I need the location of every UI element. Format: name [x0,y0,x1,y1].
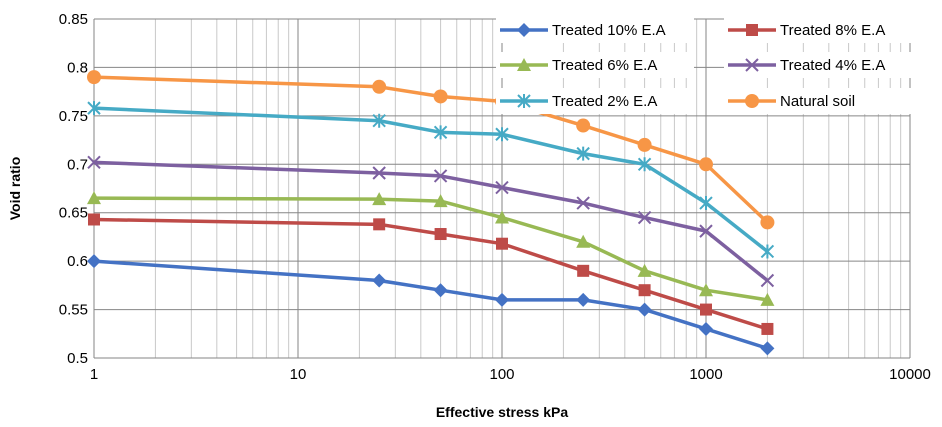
legend-swatch-marker [746,24,758,36]
series-line [93,196,768,302]
x-tick-label: 10 [290,366,307,383]
x-axis-title: Effective stress kPa [436,404,569,420]
data-point-marker [577,264,590,277]
data-point-marker [495,180,509,195]
data-point-marker [576,292,591,307]
legend-label: Natural soil [780,93,855,110]
legend-entry: Treated 6% E.A [496,52,694,78]
legend-swatch-marker [517,58,531,71]
data-point-marker [87,254,101,269]
series-5 [87,101,775,259]
data-point-marker [495,210,509,224]
legend-label: Treated 8% E.A [780,22,885,39]
data-point-marker [495,127,509,142]
data-point-marker [760,273,775,288]
data-point-marker [495,292,509,307]
legend-swatch-marker [517,94,531,108]
legend-swatch-marker [745,58,759,72]
data-point-marker [637,263,652,277]
series-2 [88,213,774,335]
data-point-marker [87,70,101,85]
data-point-marker [576,118,591,133]
series-4 [87,155,775,288]
legend-label: Treated 4% E.A [780,57,885,74]
data-point-marker [760,215,775,230]
data-point-marker [433,89,448,104]
data-point-marker [700,303,712,316]
data-point-marker [637,157,652,172]
y-tick-label: 0.55 [59,302,88,319]
data-point-marker [433,169,448,183]
legend-entry: Treated 10% E.A [496,17,694,43]
y-tick-label: 0.5 [67,350,88,367]
data-point-marker [699,283,713,297]
data-point-marker [87,155,101,170]
data-point-marker [433,283,448,298]
series-layer [87,70,775,356]
y-tick-label: 0.85 [59,11,88,28]
legend-entry: Treated 4% E.A [724,52,914,78]
series-line [93,160,769,282]
data-point-marker [373,218,386,231]
data-point-marker [760,244,775,259]
data-point-marker [87,101,101,116]
data-point-marker [88,213,100,226]
x-tick-label: 10000 [889,366,931,383]
legend-label: Treated 10% E.A [552,22,666,39]
data-point-marker [576,234,591,248]
data-point-marker [372,166,386,180]
data-point-marker [638,284,651,297]
series-1 [87,254,775,356]
legend-label: Treated 6% E.A [552,57,657,74]
data-point-marker [576,196,590,210]
data-point-marker [699,321,713,336]
legend: Treated 10% E.A Treated 8% E.A Treated 6% … [496,17,914,114]
series-line [93,106,769,253]
y-tick-label: 0.8 [67,59,88,76]
y-tick-label: 0.6 [67,253,88,270]
data-point-marker [434,228,447,241]
series-line [93,217,768,331]
legend-entry: Natural soil [724,88,914,114]
y-tick-label: 0.75 [59,108,88,125]
data-point-marker [87,191,101,205]
data-point-marker [699,224,713,238]
data-point-marker [372,192,387,206]
data-point-marker [760,292,775,306]
data-point-marker [637,210,652,225]
legend-entry: Treated 8% E.A [724,17,914,43]
data-point-marker [637,137,652,152]
series-line [93,259,768,350]
data-point-marker [576,146,590,161]
data-point-marker [761,322,774,335]
y-tick-label: 0.7 [67,156,88,173]
data-point-marker [496,237,508,250]
data-point-marker [637,302,652,317]
data-point-marker [372,113,386,128]
data-point-marker [372,273,387,288]
x-tick-label: 100 [489,366,514,383]
series-3 [87,191,775,306]
axis-layer: 0.5 0.55 0.6 0.65 0.7 0.75 0.8 0.85 1 10 100 1000 10… [59,11,931,383]
x-tick-label: 1 [90,366,98,383]
legend-entry: Treated 2% E.A [496,88,694,114]
data-point-marker [760,341,775,356]
data-point-marker [433,125,448,140]
legend-swatch-marker [517,23,531,37]
data-point-marker [699,196,713,211]
legend-label: Treated 2% E.A [552,93,657,110]
legend-swatch-marker [745,94,759,108]
data-point-marker [372,79,387,94]
y-axis-title: Void ratio [7,157,23,221]
x-tick-label: 1000 [689,366,722,383]
y-tick-label: 0.65 [59,205,88,222]
data-point-marker [433,194,448,208]
data-point-marker [699,157,713,172]
